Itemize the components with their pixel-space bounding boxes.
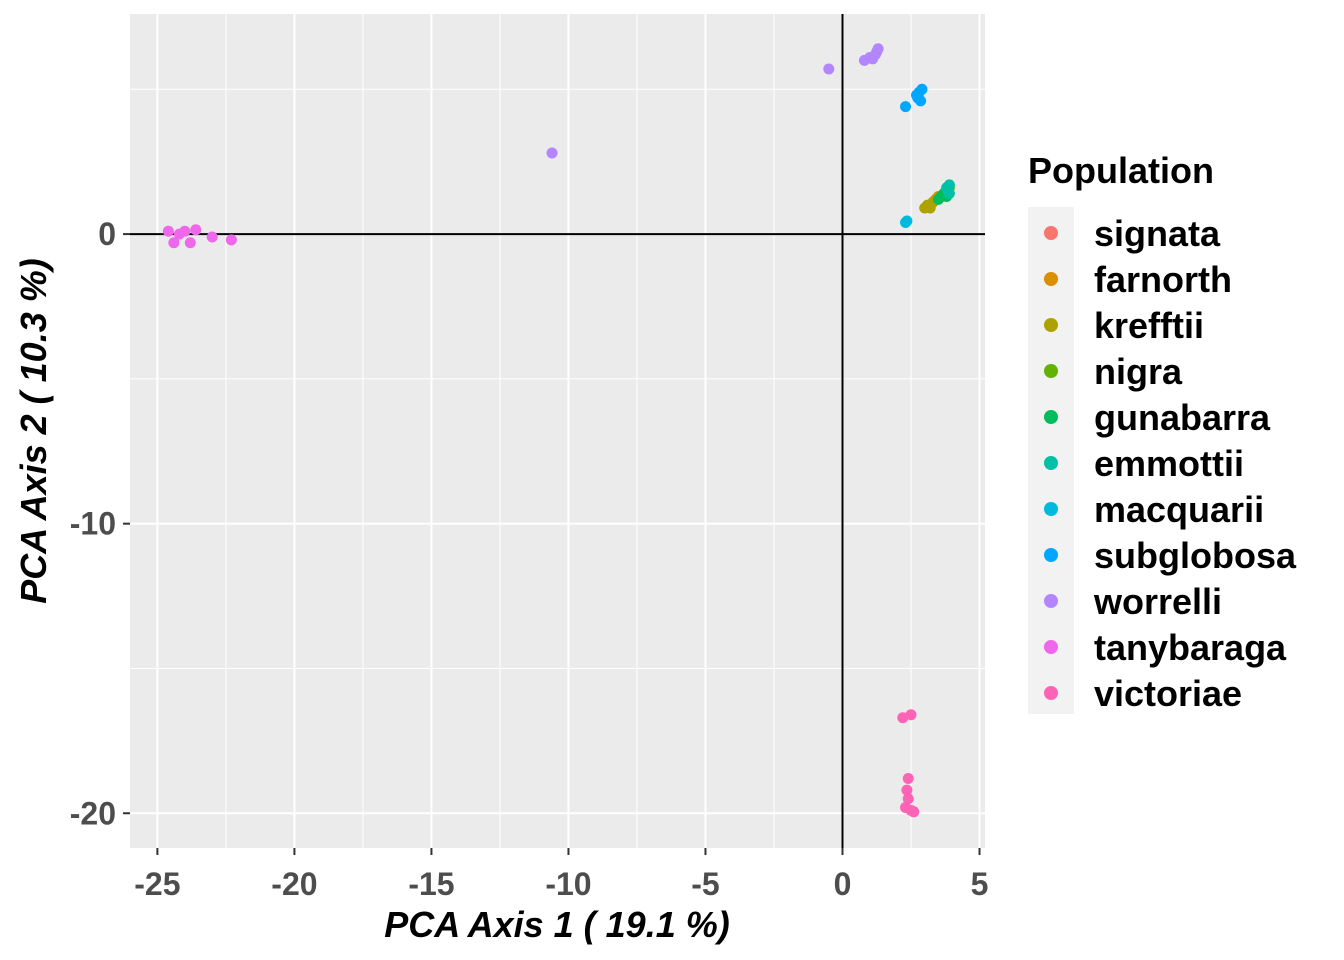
legend-key-victoriae (1044, 686, 1058, 700)
x-tick-label: -25 (134, 866, 180, 902)
data-point-subglobosa (900, 101, 912, 113)
data-point-tanybaraga (168, 237, 180, 249)
data-point-macquarii (901, 215, 913, 227)
legend-label-macquarii: macquarii (1094, 489, 1264, 530)
data-point-subglobosa (916, 83, 928, 95)
data-point-victoriae (901, 784, 913, 796)
x-tick-label: -20 (271, 866, 317, 902)
data-point-tanybaraga (179, 225, 191, 237)
data-point-tanybaraga (225, 234, 237, 246)
legend-key-farnorth (1044, 272, 1058, 286)
data-points (162, 43, 955, 818)
data-point-tanybaraga (190, 224, 202, 236)
legend-label-farnorth: farnorth (1094, 259, 1232, 300)
legend-key-gunabarra (1044, 410, 1058, 424)
legend-key-subglobosa (1044, 548, 1058, 562)
data-point-worrelli (823, 63, 835, 75)
legend-items: signata farnorth krefftii nigra gunabarra emm… (1044, 213, 1297, 714)
x-tick-label: 0 (834, 866, 852, 902)
data-point-victoriae (902, 773, 914, 784)
legend-key-nigra (1044, 364, 1058, 378)
data-point-tanybaraga (206, 231, 218, 243)
legend-key-krefftii (1044, 318, 1058, 332)
legend-label-victoriae: victoriae (1094, 673, 1242, 714)
x-axis-title: PCA Axis 1 ( 19.1 %) (384, 904, 729, 945)
legend-title: Population (1028, 150, 1214, 191)
data-point-worrelli (871, 46, 883, 58)
data-point-worrelli (546, 147, 558, 159)
x-tick-label: -5 (691, 866, 719, 902)
data-point-victoriae (905, 709, 917, 721)
legend-key-macquarii (1044, 502, 1058, 516)
legend-label-gunabarra: gunabarra (1094, 397, 1271, 438)
legend-label-nigra: nigra (1094, 351, 1183, 392)
legend-label-signata: signata (1094, 213, 1221, 254)
y-axis-title: PCA Axis 2 ( 10.3 %) (13, 258, 54, 603)
x-tick-label: -10 (545, 866, 591, 902)
data-point-krefftii (923, 201, 935, 213)
reference-lines (130, 14, 985, 848)
legend-key-emmottii (1044, 456, 1058, 470)
x-tick-label: 5 (971, 866, 989, 902)
data-point-tanybaraga (162, 225, 174, 237)
legend-key-worrelli (1044, 594, 1058, 608)
x-tick-label: -15 (408, 866, 454, 902)
y-axis-ticks: 0 -10 -20 (70, 216, 130, 831)
legend: Population signata farnorth krefftii nigra g… (1028, 150, 1297, 714)
legend-label-emmottii: emmottii (1094, 443, 1244, 484)
legend-label-tanybaraga: tanybaraga (1094, 627, 1287, 668)
minor-gridlines (130, 14, 985, 848)
data-point-victoriae (902, 793, 914, 805)
legend-label-krefftii: krefftii (1094, 305, 1204, 346)
data-point-tanybaraga (184, 237, 196, 249)
x-axis-ticks: -25 -20 -15 -10 -5 0 5 (134, 848, 988, 902)
data-point-emmottii (943, 188, 955, 200)
y-tick-label: -20 (70, 795, 116, 831)
y-tick-label: -10 (70, 506, 116, 542)
plot-panel-background (130, 14, 985, 848)
legend-label-worrelli: worrelli (1093, 581, 1222, 622)
legend-key-tanybaraga (1044, 640, 1058, 654)
legend-label-subglobosa: subglobosa (1094, 535, 1297, 576)
y-tick-label: 0 (98, 216, 116, 252)
data-point-victoriae (908, 806, 920, 818)
legend-key-signata (1044, 226, 1058, 240)
data-point-subglobosa (915, 95, 927, 107)
